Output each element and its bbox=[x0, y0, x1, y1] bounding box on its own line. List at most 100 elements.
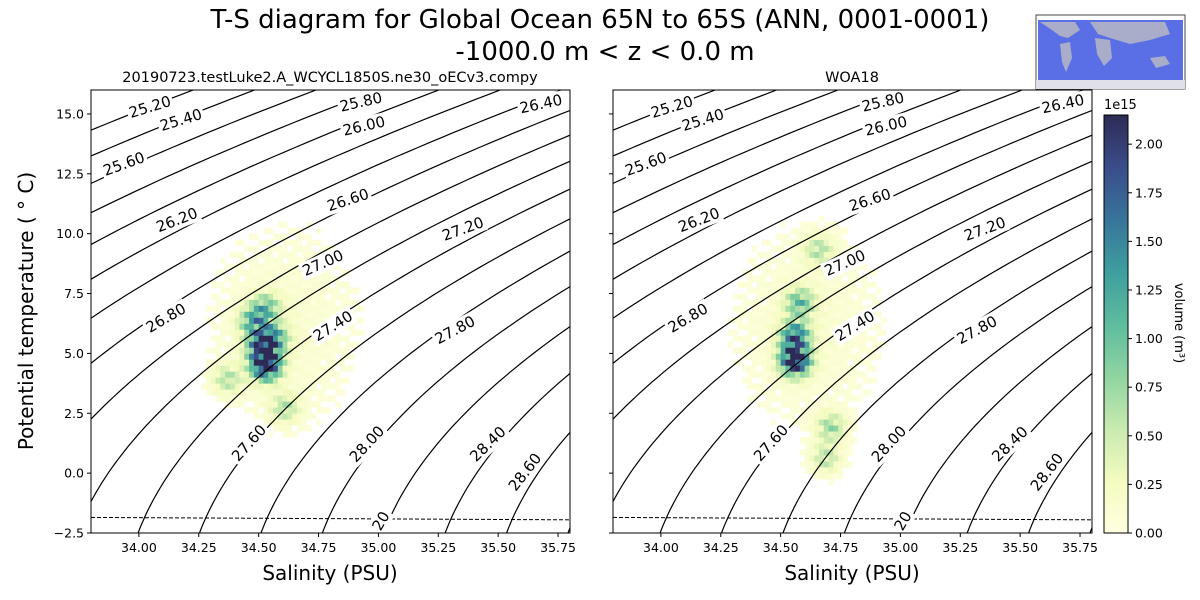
histogram-cell bbox=[771, 335, 777, 342]
histogram-cell bbox=[229, 275, 235, 282]
histogram-cell bbox=[828, 287, 834, 294]
histogram-cell bbox=[220, 329, 226, 336]
histogram-cell bbox=[320, 353, 327, 360]
histogram-cell bbox=[234, 359, 240, 366]
histogram-cell bbox=[296, 365, 303, 372]
histogram-cell bbox=[790, 281, 796, 288]
histogram-cell bbox=[273, 281, 279, 288]
histogram-cell bbox=[804, 347, 810, 354]
histogram-cell bbox=[268, 335, 274, 342]
histogram-cell bbox=[273, 299, 279, 306]
histogram-cell bbox=[287, 419, 293, 426]
histogram-cell bbox=[866, 377, 872, 384]
histogram-cell bbox=[756, 287, 762, 294]
histogram-cell bbox=[296, 257, 303, 264]
histogram-cell bbox=[301, 293, 307, 300]
histogram-cell bbox=[795, 401, 801, 408]
histogram-cell bbox=[866, 353, 872, 360]
histogram-cell bbox=[818, 443, 825, 450]
histogram-cell bbox=[325, 287, 331, 294]
histogram-cell bbox=[818, 251, 825, 258]
histogram-cell bbox=[301, 401, 307, 408]
histogram-cell bbox=[790, 413, 796, 420]
histogram-cell bbox=[751, 263, 757, 270]
histogram-cell bbox=[344, 335, 350, 342]
histogram-cell bbox=[818, 449, 825, 456]
histogram-cell bbox=[330, 335, 336, 342]
histogram-cell bbox=[225, 263, 231, 270]
histogram-cell bbox=[809, 413, 815, 420]
histogram-cell bbox=[751, 371, 757, 378]
right-x-axis-label: Salinity (PSU) bbox=[784, 561, 919, 585]
histogram-cell bbox=[340, 281, 346, 288]
histogram-cell bbox=[756, 359, 762, 366]
histogram-cell bbox=[814, 353, 820, 360]
histogram-cell bbox=[344, 365, 350, 372]
histogram-cell bbox=[799, 365, 805, 372]
histogram-cell bbox=[301, 359, 307, 366]
histogram-cell bbox=[795, 323, 801, 330]
histogram-cell bbox=[833, 227, 839, 234]
histogram-cell bbox=[220, 389, 226, 396]
histogram-cell bbox=[268, 269, 274, 276]
histogram-cell bbox=[814, 371, 820, 378]
histogram-cell bbox=[799, 269, 805, 276]
histogram-cell bbox=[814, 431, 820, 438]
histogram-cell bbox=[780, 365, 786, 372]
land-mass bbox=[1095, 38, 1112, 66]
histogram-cell bbox=[814, 293, 820, 300]
histogram-cell bbox=[771, 299, 777, 306]
histogram-cell bbox=[838, 443, 844, 450]
histogram-cell bbox=[828, 479, 834, 486]
x-tick-label: 34.75 bbox=[823, 540, 859, 555]
histogram-cell bbox=[249, 335, 255, 342]
colorbar-tick-label: 1.00 bbox=[1135, 331, 1163, 346]
histogram-cell bbox=[239, 353, 245, 360]
histogram-cell bbox=[229, 317, 235, 324]
histogram-cell bbox=[330, 347, 336, 354]
histogram-cell bbox=[287, 323, 293, 330]
histogram-cell bbox=[747, 377, 753, 384]
histogram-cell bbox=[852, 395, 858, 402]
histogram-cell bbox=[215, 281, 221, 288]
histogram-cell bbox=[809, 329, 815, 336]
histogram-cell bbox=[335, 347, 341, 354]
histogram-cell bbox=[229, 383, 235, 390]
histogram-cell bbox=[330, 365, 336, 372]
histogram-cell bbox=[862, 359, 868, 366]
histogram-cell bbox=[842, 227, 849, 234]
histogram-cell bbox=[244, 389, 250, 396]
histogram-cell bbox=[814, 221, 820, 228]
histogram-cell bbox=[239, 365, 245, 372]
histogram-cell bbox=[790, 293, 796, 300]
histogram-cell bbox=[239, 239, 245, 246]
histogram-cell bbox=[775, 335, 781, 342]
histogram-cell bbox=[306, 305, 312, 312]
histogram-cell bbox=[737, 335, 743, 342]
histogram-cell bbox=[828, 401, 834, 408]
isopycnal-line bbox=[613, 160, 1092, 503]
histogram-cell bbox=[751, 341, 757, 348]
histogram-cell bbox=[842, 341, 849, 348]
histogram-cell bbox=[838, 407, 844, 414]
histogram-cell bbox=[871, 269, 877, 276]
histogram-cell bbox=[316, 389, 322, 396]
histogram-cell bbox=[277, 251, 283, 258]
histogram-cell bbox=[809, 443, 815, 450]
histogram-cell bbox=[790, 419, 796, 426]
histogram-cell bbox=[325, 299, 331, 306]
histogram-cell bbox=[818, 317, 825, 324]
histogram-cell bbox=[766, 341, 772, 348]
histogram-cell bbox=[785, 341, 791, 348]
histogram-cell bbox=[747, 275, 753, 282]
histogram-cell bbox=[828, 413, 834, 420]
histogram-cell bbox=[838, 311, 844, 318]
isopycnal-line bbox=[91, 90, 441, 246]
right-panel-title: WOA18 bbox=[825, 70, 879, 86]
x-tick-label: 35.50 bbox=[1002, 540, 1038, 555]
histogram-cell bbox=[818, 311, 825, 318]
histogram-cell bbox=[742, 377, 748, 384]
histogram-cell bbox=[287, 413, 293, 420]
histogram-cell bbox=[277, 413, 283, 420]
histogram-cell bbox=[263, 287, 269, 294]
